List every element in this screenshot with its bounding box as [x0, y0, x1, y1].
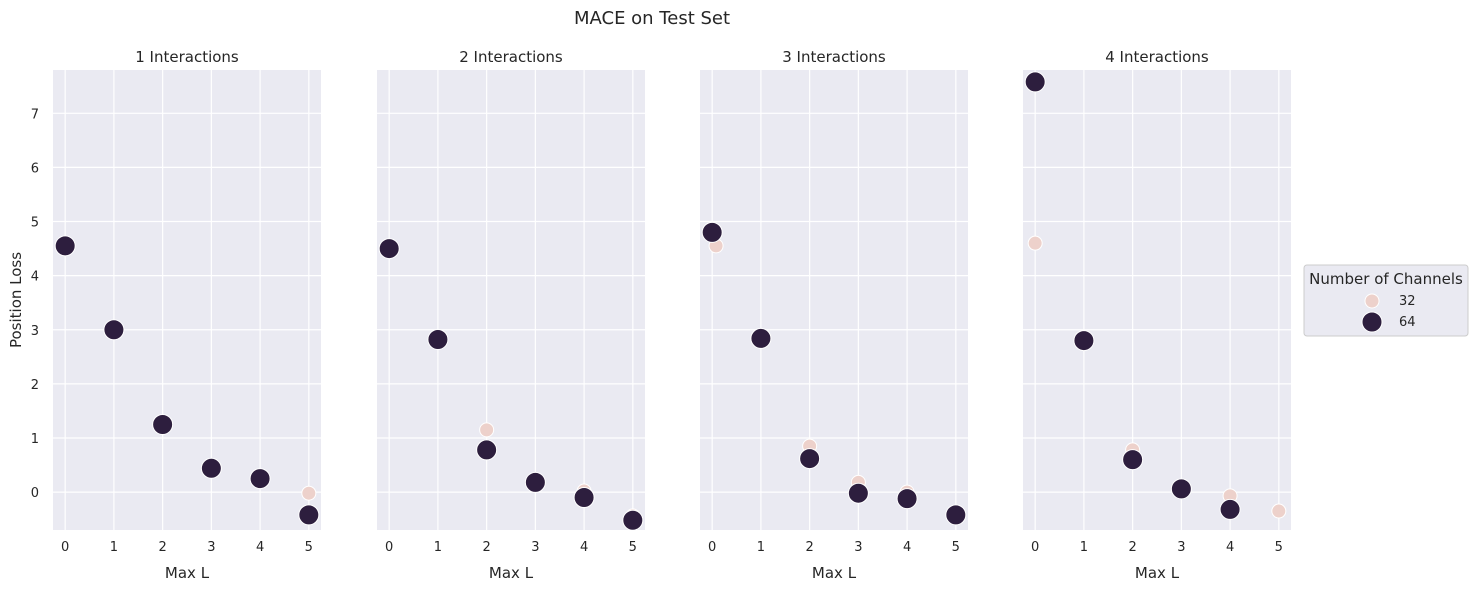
point-channels-64 — [54, 235, 76, 257]
plot-area — [700, 70, 968, 530]
plot-area — [1023, 70, 1291, 530]
point-channels-64 — [945, 504, 967, 526]
figure-title: MACE on Test Set — [574, 8, 730, 29]
point-channels-64 — [1170, 478, 1192, 500]
point-channels-32 — [301, 485, 317, 501]
y-tick-label: 3 — [31, 324, 39, 339]
x-tick-label: 4 — [1226, 540, 1234, 555]
point-channels-64 — [622, 509, 644, 531]
x-axis-label: Max L — [1135, 564, 1180, 582]
x-tick-label: 0 — [385, 540, 393, 555]
y-tick-label: 1 — [31, 432, 39, 447]
point-channels-64 — [298, 504, 320, 526]
point-channels-64 — [1073, 330, 1095, 352]
point-channels-64 — [378, 238, 400, 260]
panel-4: 0 1 2 3 4 5 4 Interactions Max L — [1023, 48, 1291, 582]
x-tick-label: 2 — [805, 540, 813, 555]
point-channels-64 — [896, 488, 918, 510]
x-tick-label: 2 — [482, 540, 490, 555]
point-channels-64 — [750, 327, 772, 349]
point-channels-32 — [479, 422, 495, 438]
x-tick-label: 3 — [207, 540, 215, 555]
legend: Number of Channels 32 64 — [1303, 264, 1469, 337]
x-tick-label: 2 — [1128, 540, 1136, 555]
legend-title: Number of Channels — [1309, 270, 1463, 288]
point-channels-64 — [152, 413, 174, 435]
point-channels-64 — [476, 439, 498, 461]
x-tick-label: 3 — [854, 540, 862, 555]
x-tick-label: 1 — [110, 540, 118, 555]
x-axis-label: Max L — [812, 564, 857, 582]
y-tick-label: 2 — [31, 378, 39, 393]
point-channels-64 — [524, 471, 546, 493]
x-tick-label: 5 — [629, 540, 637, 555]
x-axis-label: Max L — [489, 564, 534, 582]
y-tick-label: 4 — [31, 270, 39, 285]
panel-2: 0 1 2 3 4 5 2 Interactions Max L — [377, 48, 645, 582]
legend-marker-64 — [1361, 311, 1383, 333]
y-tick-label: 7 — [31, 107, 39, 122]
x-tick-label: 1 — [1080, 540, 1088, 555]
point-channels-64 — [1024, 71, 1046, 93]
panel-title: 4 Interactions — [1105, 48, 1209, 66]
legend-marker-32 — [1364, 293, 1380, 309]
x-tick-label: 1 — [434, 540, 442, 555]
point-channels-64 — [1219, 498, 1241, 520]
point-channels-64 — [573, 487, 595, 509]
x-tick-label: 5 — [1275, 540, 1283, 555]
y-tick-label: 0 — [31, 486, 39, 501]
panel-title: 1 Interactions — [135, 48, 239, 66]
x-tick-label: 4 — [903, 540, 911, 555]
point-channels-64 — [427, 329, 449, 351]
legend-label-32: 32 — [1399, 294, 1416, 309]
panel-title: 2 Interactions — [459, 48, 563, 66]
point-channels-64 — [799, 448, 821, 470]
point-channels-64 — [103, 319, 125, 341]
panel-1: 0 1 2 3 4 5 0 1 2 3 4 5 6 7 1 Interactions Max L Positio… — [7, 48, 321, 582]
x-tick-label: 5 — [305, 540, 313, 555]
plot-area — [53, 70, 321, 530]
x-tick-label: 3 — [531, 540, 539, 555]
x-tick-label: 4 — [256, 540, 264, 555]
x-tick-label: 2 — [158, 540, 166, 555]
x-axis-label: Max L — [165, 564, 210, 582]
point-channels-64 — [249, 468, 271, 490]
x-tick-label: 0 — [708, 540, 716, 555]
panel-title: 3 Interactions — [782, 48, 886, 66]
point-channels-32 — [1027, 235, 1043, 251]
point-channels-64 — [200, 457, 222, 479]
x-tick-label: 0 — [1031, 540, 1039, 555]
y-tick-label: 5 — [31, 216, 39, 231]
x-tick-label: 1 — [757, 540, 765, 555]
x-tick-label: 4 — [580, 540, 588, 555]
point-channels-32 — [1271, 503, 1287, 519]
y-tick-label: 6 — [31, 161, 39, 176]
x-tick-label: 0 — [61, 540, 69, 555]
legend-frame — [1303, 264, 1469, 337]
point-channels-64 — [701, 221, 723, 243]
point-channels-64 — [1122, 449, 1144, 471]
x-tick-label: 5 — [952, 540, 960, 555]
y-axis-label: Position Loss — [7, 252, 25, 348]
panel-3: 0 1 2 3 4 5 3 Interactions Max L — [700, 48, 968, 582]
legend-label-64: 64 — [1399, 315, 1416, 330]
x-tick-label: 3 — [1177, 540, 1185, 555]
point-channels-64 — [847, 482, 869, 504]
plot-area — [377, 70, 645, 530]
panels: 0 1 2 3 4 5 0 1 2 3 4 5 6 7 1 Interactions Max L Positio… — [7, 48, 1291, 582]
